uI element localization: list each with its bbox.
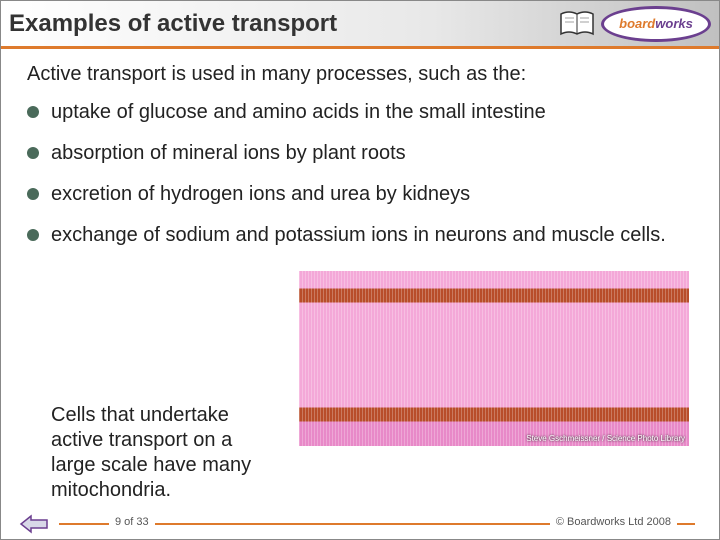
back-button[interactable]: [17, 512, 51, 536]
bullet-icon: [27, 147, 39, 159]
image-credit: Steve Gschmeissner / Science Photo Libra…: [526, 434, 685, 443]
copyright-text: © Boardworks Ltd 2008: [550, 516, 677, 528]
bullet-text: absorption of mineral ions by plant root…: [51, 141, 406, 166]
slide-footer: 9 of 33 © Boardworks Ltd 2008: [1, 509, 719, 539]
list-item: uptake of glucose and amino acids in the…: [27, 100, 693, 125]
boardworks-logo: boardworks: [601, 6, 711, 42]
arrow-left-icon: [17, 512, 51, 536]
closing-text: Cells that undertake active transport on…: [51, 403, 271, 503]
list-item: absorption of mineral ions by plant root…: [27, 141, 693, 166]
slide-title: Examples of active transport: [9, 10, 559, 38]
bullet-text: uptake of glucose and amino acids in the…: [51, 100, 546, 125]
list-item: exchange of sodium and potassium ions in…: [27, 223, 693, 248]
footer-divider: 9 of 33 © Boardworks Ltd 2008: [59, 523, 695, 525]
list-item: excretion of hydrogen ions and urea by k…: [27, 182, 693, 207]
bullet-icon: [27, 188, 39, 200]
header-icons: boardworks: [559, 6, 711, 42]
bullet-text: exchange of sodium and potassium ions in…: [51, 223, 666, 248]
bullet-icon: [27, 229, 39, 241]
bullet-list: uptake of glucose and amino acids in the…: [27, 100, 693, 248]
book-icon: [559, 10, 595, 38]
page-indicator: 9 of 33: [109, 516, 155, 528]
slide-header: Examples of active transport boardworks: [1, 1, 719, 49]
slide-content: Active transport is used in many process…: [1, 49, 719, 248]
bullet-text: excretion of hydrogen ions and urea by k…: [51, 182, 470, 207]
micrograph-image: Steve Gschmeissner / Science Photo Libra…: [299, 271, 689, 446]
bullet-icon: [27, 106, 39, 118]
intro-text: Active transport is used in many process…: [27, 63, 693, 86]
